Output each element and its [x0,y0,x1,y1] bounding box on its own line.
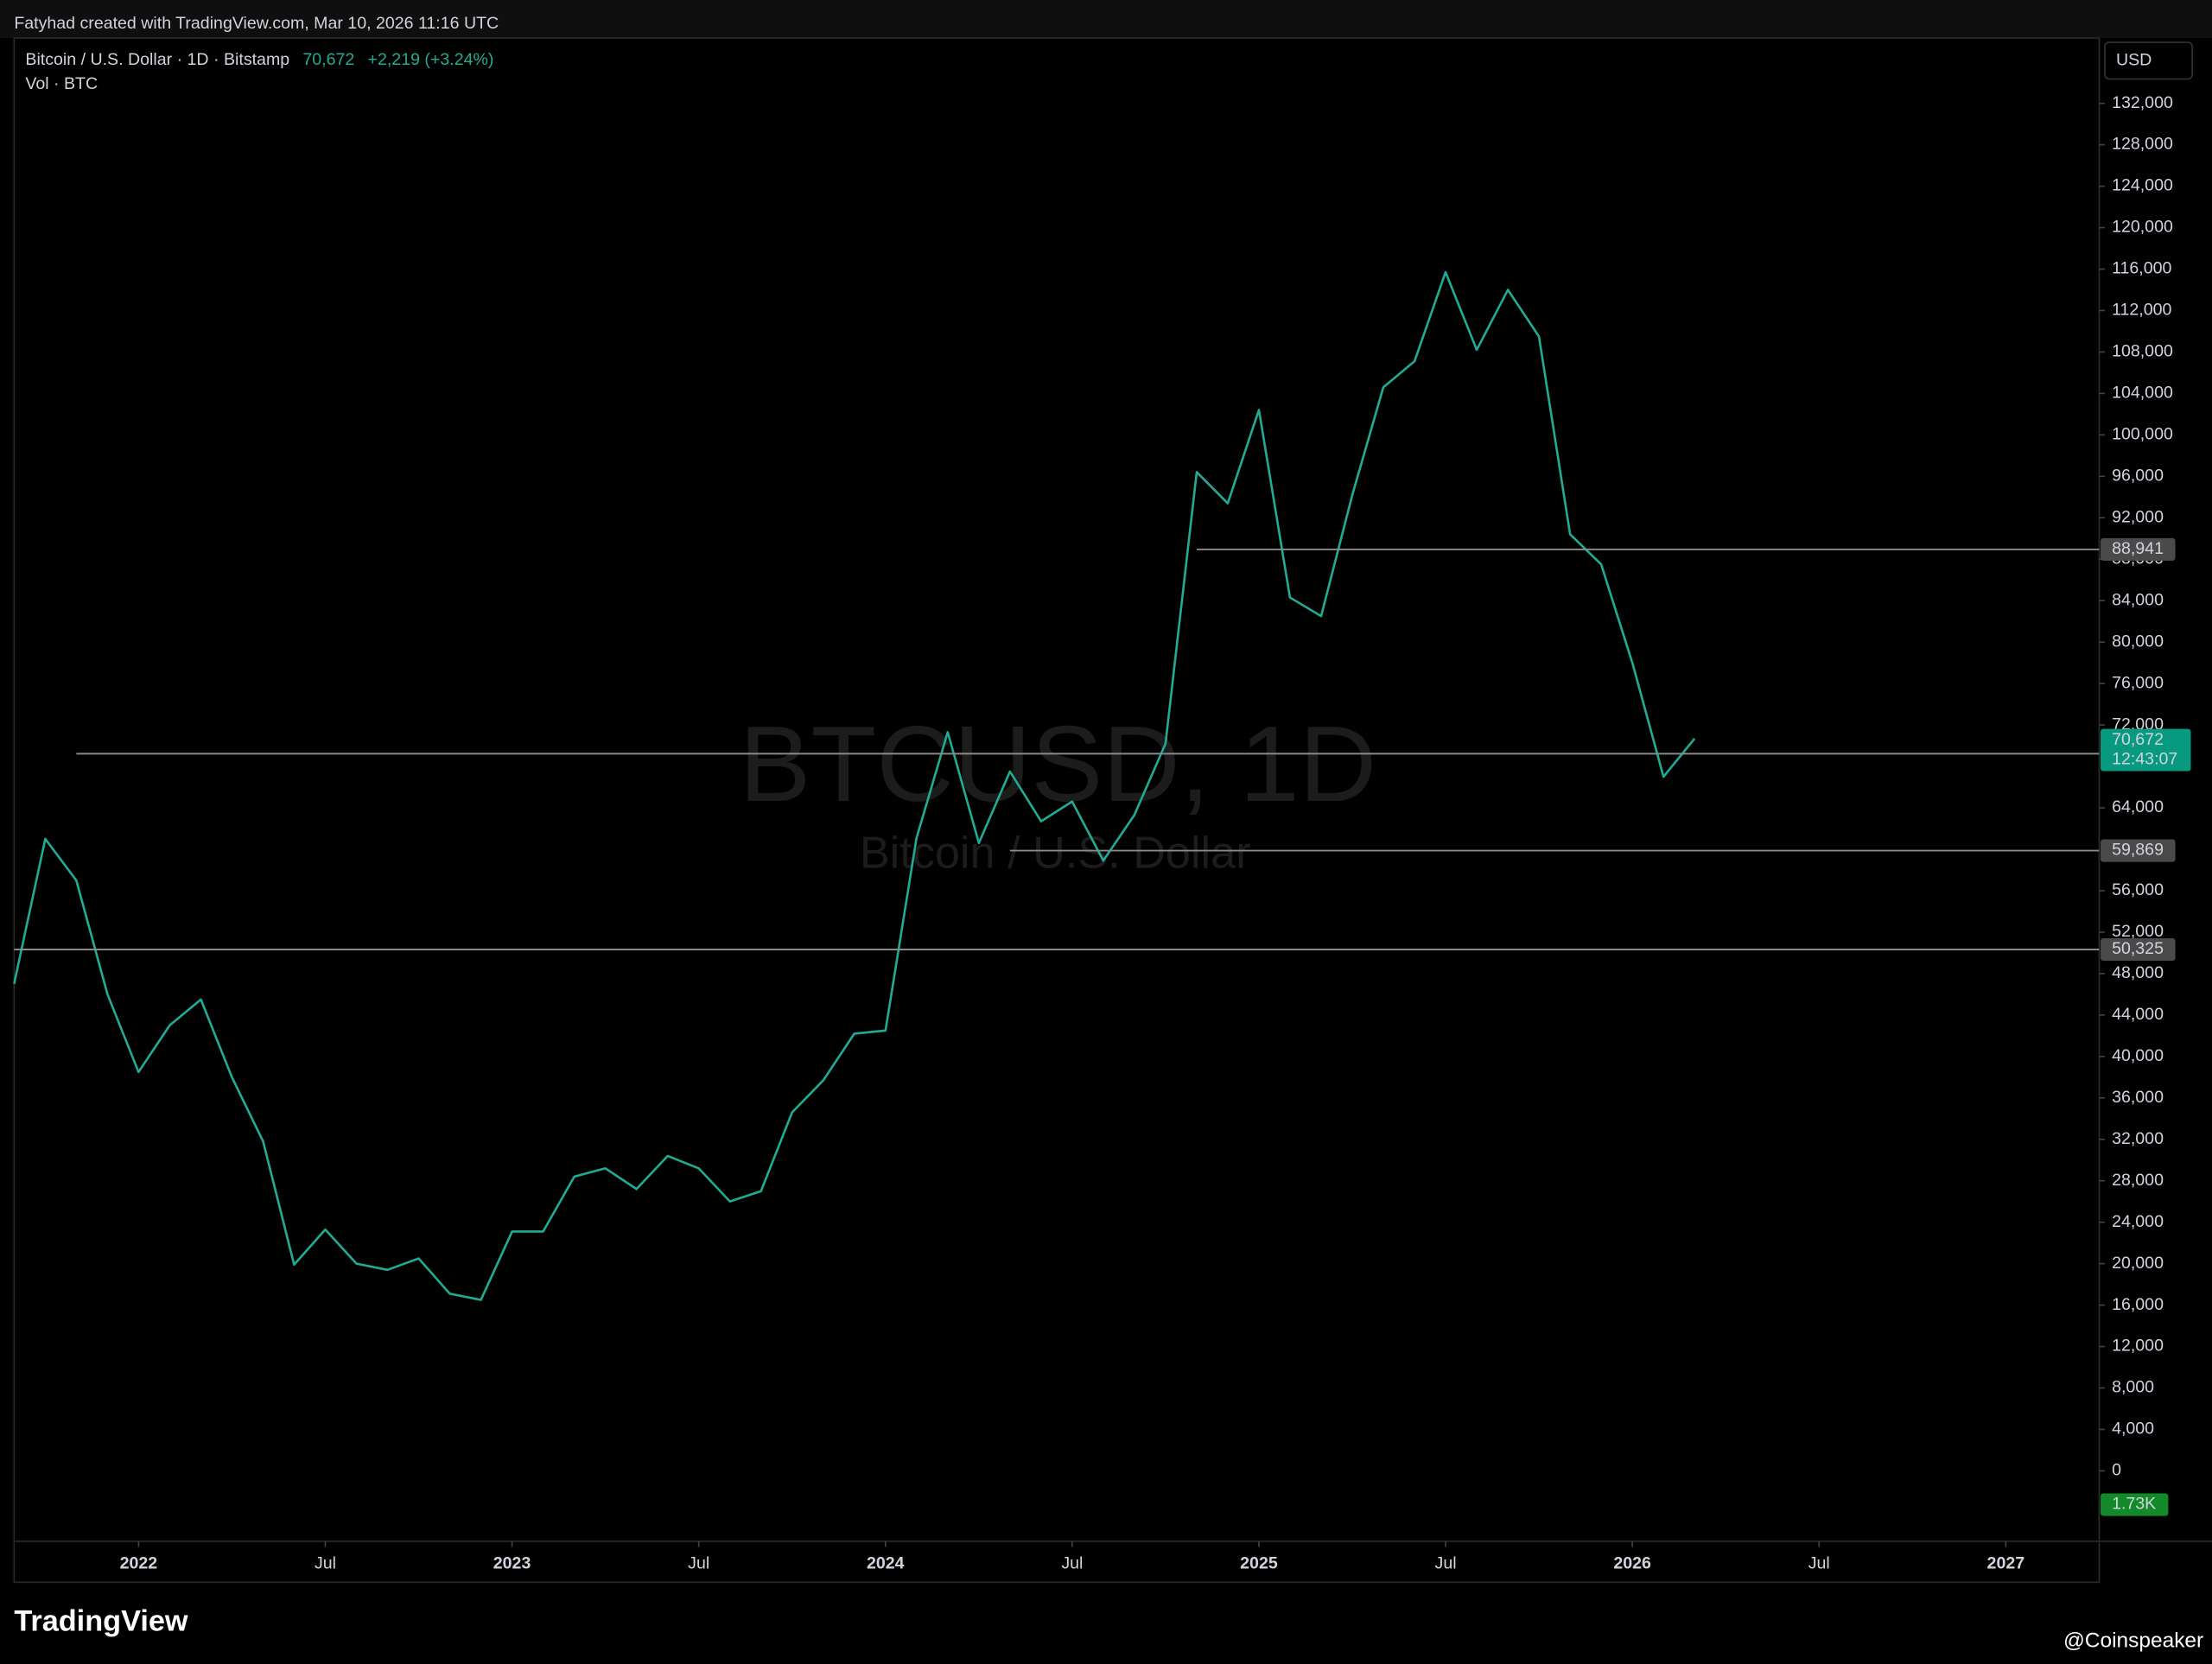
y-tick-label: 40,000 [2112,1046,2164,1065]
y-tick-label: 0 [2112,1461,2121,1480]
symbol-title: Bitcoin / U.S. Dollar · 1D · Bitstamp [25,50,289,69]
currency-button[interactable] [2104,41,2193,80]
y-tick-label: 132,000 [2112,93,2173,112]
x-tick-label: Jul [1435,1553,1457,1572]
level-label: 50,325 [2112,939,2164,958]
y-tick-label: 120,000 [2112,218,2173,237]
y-tick-label: 64,000 [2112,797,2164,816]
y-tick-label: 124,000 [2112,176,2173,195]
y-tick-label: 8,000 [2112,1378,2154,1397]
y-tick-label: 112,000 [2112,301,2171,320]
y-tick-label: 36,000 [2112,1088,2164,1107]
watermark-subtitle: Bitcoin / U.S. Dollar [860,829,1251,879]
x-tick-label: Jul [1808,1553,1830,1572]
y-tick-label: 76,000 [2112,673,2164,692]
level-label: 59,869 [2112,841,2164,860]
credit: Fatyhad created with TradingView.com, Ma… [14,14,499,33]
header-change: +2,219 (+3.24%) [368,50,494,69]
level-label-box [2101,937,2176,962]
countdown: 12:43:07 [2112,750,2177,769]
x-tick-label: Jul [315,1553,336,1572]
x-tick-label: 2024 [867,1553,905,1572]
top-bar [0,0,2212,39]
y-tick-label: 28,000 [2112,1171,2164,1190]
last-price-label: 70,672 [2112,730,2164,749]
level-label-box [2101,537,2176,562]
y-tick-label: 32,000 [2112,1129,2164,1148]
x-tick-label: 2027 [1987,1553,2025,1572]
brand: TradingView [14,1605,188,1638]
y-tick-label: 100,000 [2112,425,2173,444]
y-tick-label: 44,000 [2112,1005,2164,1024]
y-tick-label: 80,000 [2112,632,2164,651]
y-tick-label: 4,000 [2112,1419,2154,1439]
volume-label: 1.73K [2112,1495,2156,1514]
y-tick-label: 12,000 [2112,1337,2164,1356]
header-price: 70,672 [302,50,354,69]
x-tick-label: 2026 [1613,1553,1651,1572]
indicator-label: Vol · BTC [25,74,98,93]
currency-label: USD [2116,50,2152,69]
y-tick-label: 16,000 [2112,1295,2164,1314]
y-tick-label: 104,000 [2112,384,2173,403]
y-tick-label: 108,000 [2112,342,2173,361]
y-tick-label: 56,000 [2112,880,2164,899]
level-label: 88,941 [2112,539,2164,558]
y-tick-label: 128,000 [2112,135,2173,154]
x-tick-label: Jul [688,1553,709,1572]
plot: 0 4,000 8,000 12,000 16,000 20,000 24,000 28,00… [13,93,2191,1572]
y-tick-label: 20,000 [2112,1254,2164,1273]
legend-line: Bitcoin / U.S. Dollar · 1D · Bitstamp 70… [25,50,493,69]
y-tick-label: 52,000 [2112,922,2164,941]
x-tick-label: 2025 [1240,1553,1278,1572]
volume-label-box [2101,1493,2169,1516]
level-label-box [2101,839,2176,862]
last-price-box [2101,728,2191,772]
x-tick-label: 2022 [120,1553,158,1572]
y-tick-label: 84,000 [2112,590,2164,609]
y-tick-label: 24,000 [2112,1212,2164,1231]
source: @Coinspeaker [2063,1629,2203,1652]
y-tick-label: 92,000 [2112,507,2164,526]
watermark: BTCUSD, 1D [740,705,1377,824]
y-tick-label: 48,000 [2112,963,2164,982]
y-tick-label: 96,000 [2112,466,2164,485]
y-tick-label: 116,000 [2112,259,2171,278]
price-line [13,270,1696,1301]
x-tick-label: Jul [1061,1553,1083,1572]
x-tick-label: 2023 [493,1553,531,1572]
